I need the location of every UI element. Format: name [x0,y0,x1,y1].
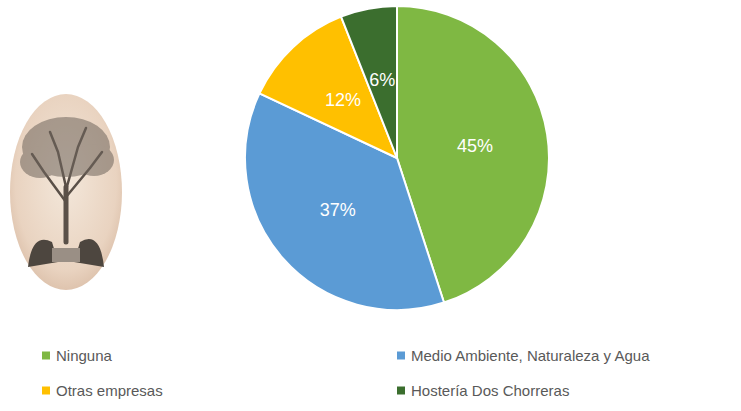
svg-text:Medio Ambiente, Naturaleza y A: Medio Ambiente, Naturaleza y Agua [411,347,650,364]
svg-text:6%: 6% [369,70,395,90]
svg-text:Otras empresas: Otras empresas [56,382,163,399]
svg-text:Ninguna: Ninguna [56,347,113,364]
svg-text:12%: 12% [325,90,361,110]
svg-text:Hostería Dos Chorreras: Hostería Dos Chorreras [411,382,569,399]
svg-text:37%: 37% [320,200,356,220]
svg-text:45%: 45% [457,136,493,156]
